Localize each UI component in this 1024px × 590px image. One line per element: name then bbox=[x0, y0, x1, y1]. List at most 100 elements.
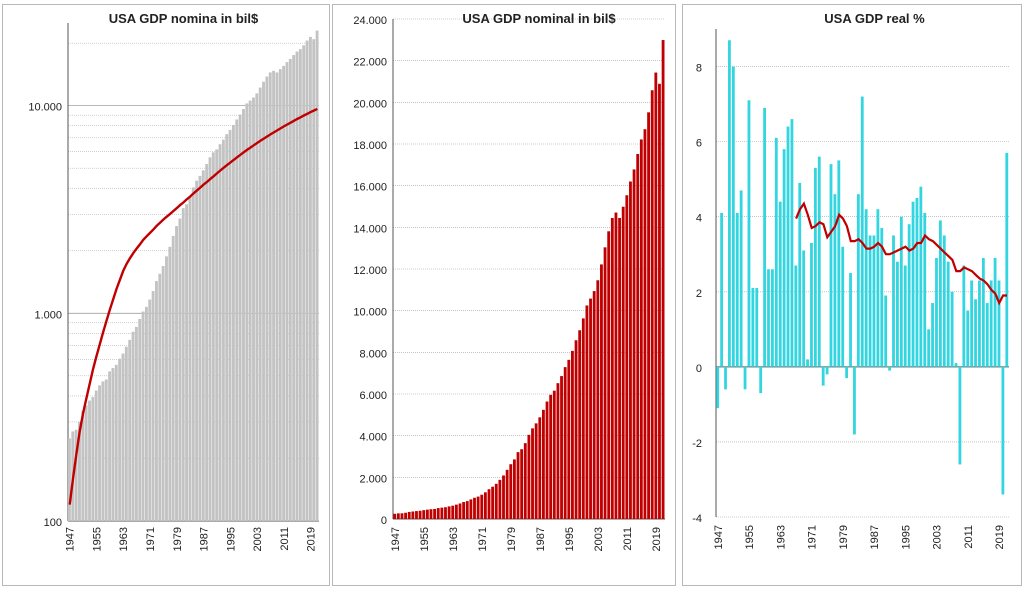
bar bbox=[610, 217, 614, 520]
bar bbox=[643, 129, 647, 519]
bar bbox=[981, 257, 985, 367]
y-tick-label: 18.000 bbox=[353, 140, 387, 152]
bar bbox=[144, 306, 148, 521]
bar bbox=[502, 475, 505, 519]
bar bbox=[188, 196, 192, 521]
x-tick-label: 2003 bbox=[593, 527, 605, 551]
x-tick-label: 1971 bbox=[145, 527, 157, 551]
bar bbox=[104, 379, 108, 521]
bar bbox=[993, 257, 997, 367]
bar bbox=[84, 405, 88, 521]
bar bbox=[124, 346, 128, 521]
bar bbox=[195, 180, 199, 521]
bar bbox=[724, 366, 727, 390]
bar bbox=[78, 421, 81, 521]
bar bbox=[534, 423, 538, 519]
bar bbox=[262, 81, 265, 522]
y-tick-label: -2 bbox=[692, 438, 702, 450]
x-tick-label: 1963 bbox=[775, 525, 787, 549]
bar bbox=[201, 170, 205, 521]
bar bbox=[872, 235, 876, 367]
y-tick-label: 20.000 bbox=[353, 98, 387, 110]
bar bbox=[454, 504, 458, 519]
bar bbox=[108, 371, 112, 521]
bar bbox=[938, 220, 942, 367]
bar bbox=[946, 261, 950, 367]
bar bbox=[716, 366, 720, 409]
bar bbox=[849, 273, 852, 367]
bar bbox=[480, 494, 484, 519]
bar bbox=[425, 509, 429, 519]
bar bbox=[451, 505, 455, 519]
bar bbox=[778, 201, 782, 367]
bar bbox=[625, 195, 629, 519]
bar bbox=[647, 112, 650, 519]
bar bbox=[845, 366, 849, 379]
x-tick-label: 1979 bbox=[506, 527, 518, 551]
bar bbox=[1005, 152, 1009, 367]
bar bbox=[231, 124, 235, 521]
bar bbox=[1001, 366, 1005, 495]
y-tick-label: 22.000 bbox=[353, 57, 387, 69]
chart-title: USA GDP nomina in bil$ bbox=[109, 11, 259, 26]
bar bbox=[94, 390, 98, 521]
bar bbox=[141, 311, 145, 521]
bar bbox=[411, 511, 415, 519]
bar bbox=[747, 100, 751, 367]
bar bbox=[128, 339, 132, 521]
bar bbox=[810, 242, 813, 367]
bar bbox=[288, 58, 292, 522]
y-tick-label: 12.000 bbox=[353, 265, 387, 277]
bar bbox=[731, 66, 735, 367]
bar bbox=[907, 224, 911, 367]
bar bbox=[538, 417, 542, 519]
bar bbox=[181, 208, 185, 522]
bar bbox=[636, 154, 640, 519]
bar bbox=[841, 246, 845, 367]
bar bbox=[931, 303, 934, 367]
bar bbox=[942, 235, 946, 367]
y-tick-label: 0 bbox=[696, 363, 702, 375]
bar bbox=[175, 226, 178, 521]
bar bbox=[101, 381, 105, 521]
bar bbox=[592, 291, 596, 519]
y-tick-label: 2 bbox=[696, 288, 702, 300]
bar bbox=[111, 368, 115, 521]
bar bbox=[864, 209, 868, 367]
bar bbox=[974, 299, 977, 367]
bar bbox=[516, 452, 520, 519]
bar bbox=[935, 257, 938, 367]
bar bbox=[458, 503, 462, 519]
bar bbox=[68, 438, 71, 521]
bar bbox=[88, 400, 91, 521]
bar bbox=[837, 160, 841, 367]
bar bbox=[600, 264, 603, 519]
bar bbox=[191, 187, 195, 521]
x-tick-label: 1955 bbox=[744, 525, 756, 549]
x-tick-label: 1947 bbox=[390, 527, 402, 551]
bar bbox=[958, 366, 962, 465]
bar bbox=[415, 511, 418, 519]
bar bbox=[221, 139, 225, 521]
y-tick-label: -4 bbox=[692, 513, 702, 525]
bar bbox=[258, 87, 262, 521]
bar bbox=[833, 194, 837, 367]
bar bbox=[786, 126, 790, 367]
bar bbox=[218, 144, 222, 522]
bar bbox=[440, 507, 444, 519]
bar bbox=[743, 366, 747, 390]
y-tick-label: 16.000 bbox=[353, 182, 387, 194]
bar bbox=[950, 291, 954, 367]
x-tick-label: 2011 bbox=[622, 527, 634, 551]
bar bbox=[919, 186, 923, 367]
bar bbox=[829, 164, 833, 367]
y-tick-label: 14.000 bbox=[353, 223, 387, 235]
y-tick-label: 10.000 bbox=[28, 102, 62, 114]
bar bbox=[134, 326, 138, 521]
y-tick-label: 100 bbox=[44, 517, 62, 529]
bar bbox=[541, 409, 545, 519]
bar bbox=[782, 149, 786, 367]
bar bbox=[74, 429, 78, 521]
y-tick-label: 0 bbox=[381, 515, 387, 527]
bar bbox=[211, 152, 215, 521]
